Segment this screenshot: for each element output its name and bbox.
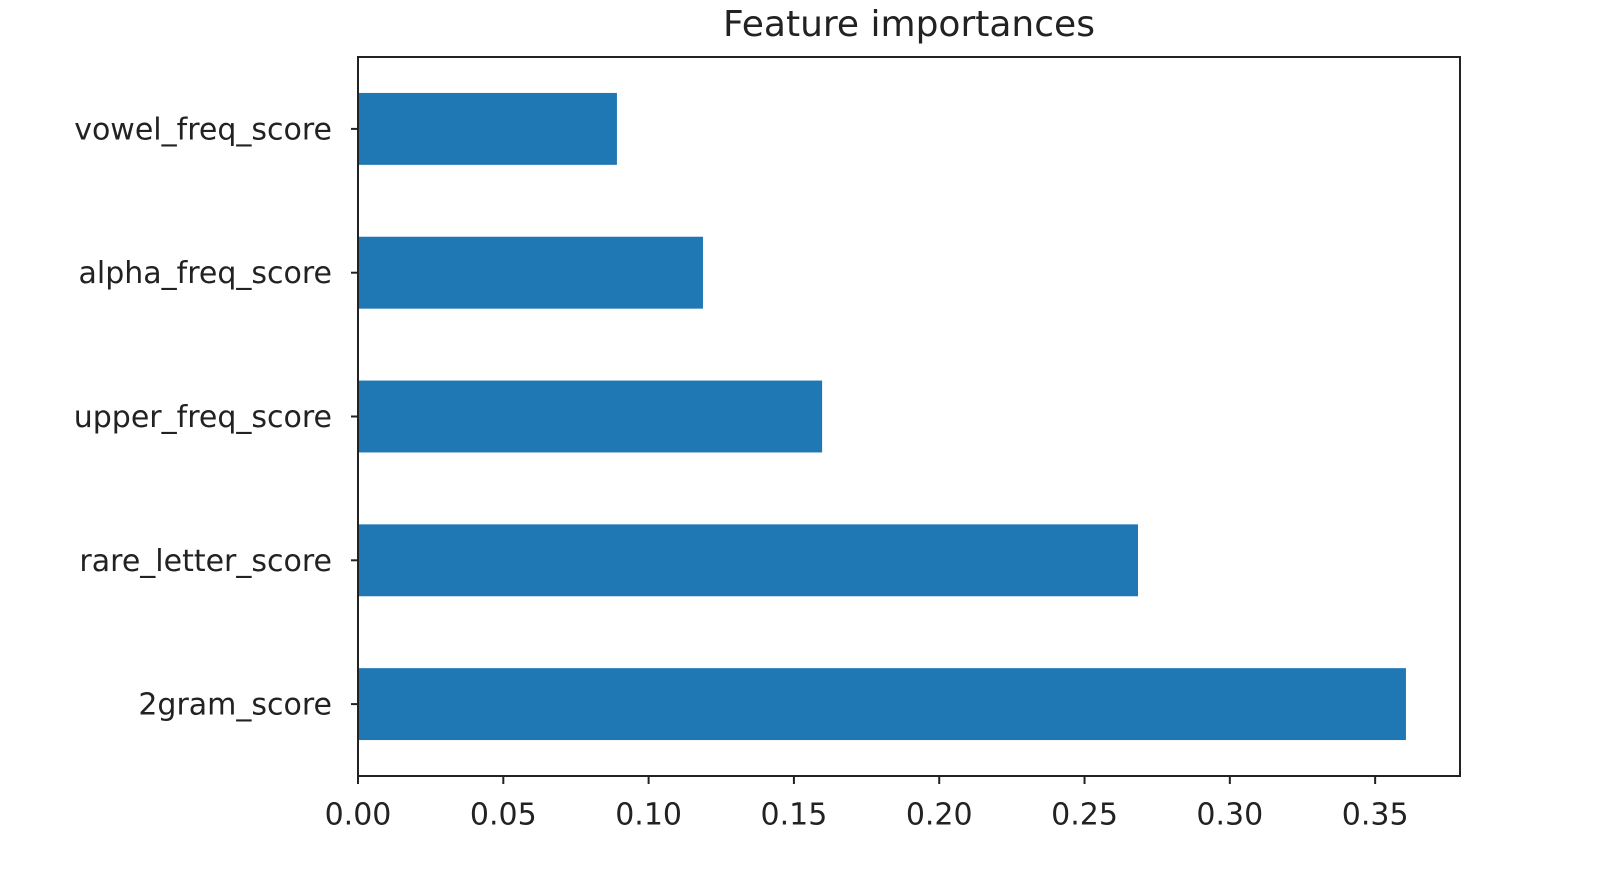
x-tick-label: 0.25 — [1051, 798, 1118, 833]
plot-frame — [357, 56, 1461, 777]
bar — [358, 380, 823, 453]
y-tick-label: upper_freq_score — [74, 400, 332, 435]
x-tick-label: 0.30 — [1196, 798, 1263, 833]
x-tick-label: 0.35 — [1342, 798, 1409, 833]
y-tick-label: alpha_freq_score — [78, 256, 332, 291]
bar — [358, 92, 617, 165]
x-tick-label: 0.10 — [615, 798, 682, 833]
bar — [358, 236, 703, 309]
y-tick-label: rare_letter_score — [79, 544, 332, 579]
bar — [358, 668, 1406, 741]
bar — [358, 524, 1139, 597]
x-tick-label: 0.05 — [470, 798, 537, 833]
y-tick-label: 2gram_score — [138, 688, 332, 723]
x-tick-label: 0.15 — [761, 798, 828, 833]
y-tick-label: vowel_freq_score — [74, 112, 332, 147]
chart-title: Feature importances — [723, 4, 1095, 45]
x-tick-label: 0.20 — [906, 798, 973, 833]
x-tick-label: 0.00 — [325, 798, 392, 833]
